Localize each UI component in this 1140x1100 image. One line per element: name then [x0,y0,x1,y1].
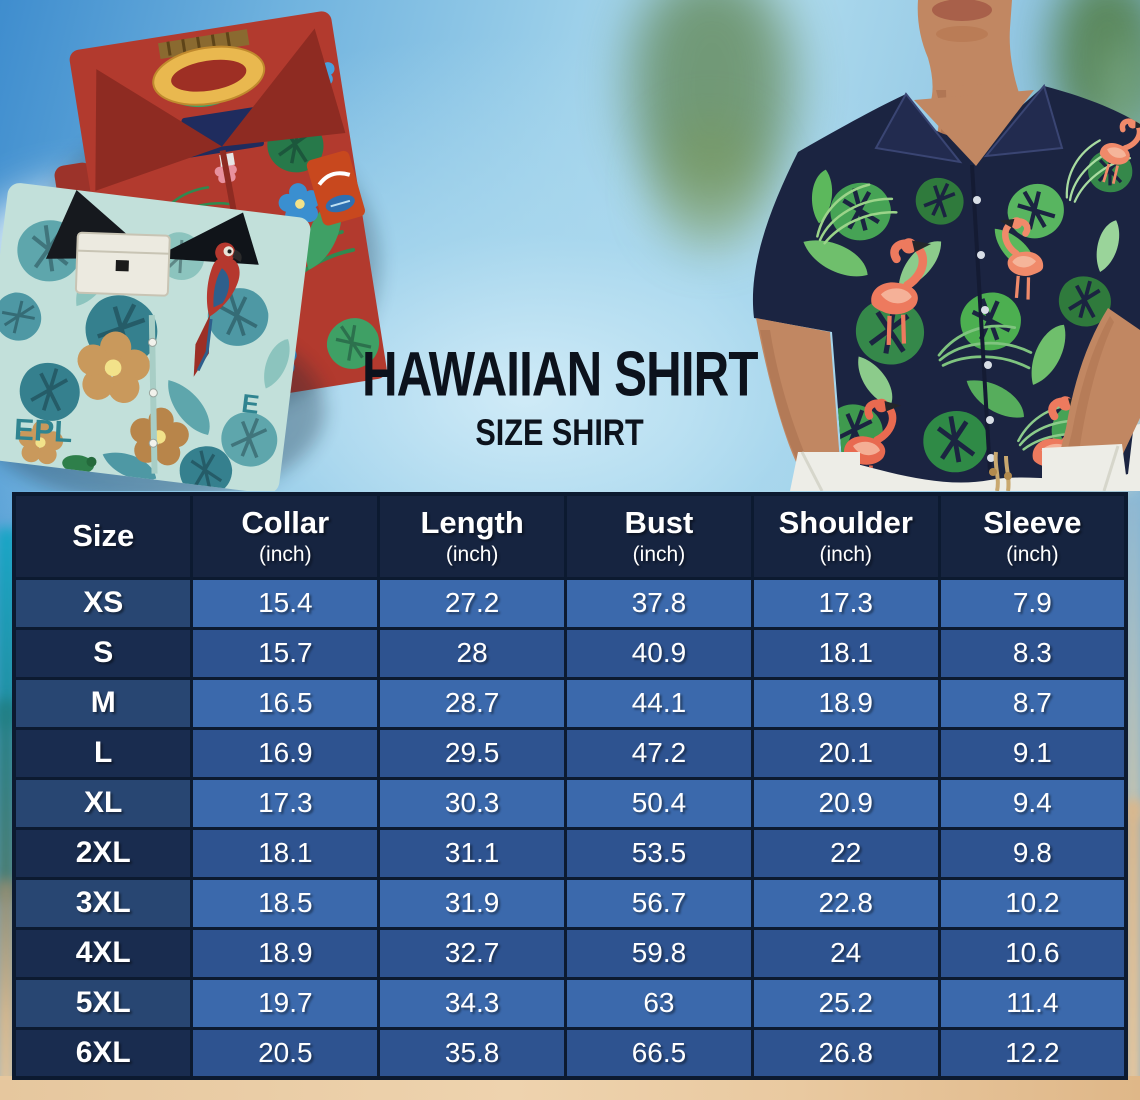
value-cell: 17.3 [190,776,381,830]
value-cell: 26.8 [750,1026,941,1080]
column-header-size: Size [12,492,194,580]
column-header-sleeve: Sleeve (inch) [937,492,1128,580]
collar-point [874,92,963,164]
value-cell: 63 [564,976,754,1030]
value-cell: 31.9 [377,876,568,930]
size-cell: XS [12,576,194,630]
collar-point [95,69,222,191]
value-cell: 8.3 [937,626,1128,680]
value-cell: 29.5 [377,726,568,780]
value-cell: 9.4 [937,776,1128,830]
pants-pocket [790,452,860,491]
value-cell: 40.9 [564,626,754,680]
table-row-m: M 16.5 28.7 44.1 18.9 8.7 [12,676,1128,730]
column-header-bust: Bust (inch) [564,492,754,580]
table-row-5xl: 5XL 19.7 34.3 63 25.2 11.4 [12,976,1128,1030]
column-header-collar: Collar (inch) [190,492,381,580]
size-cell: 4XL [12,926,194,980]
value-cell: 22 [750,826,941,880]
size-cell: 3XL [12,876,194,930]
value-cell: 50.4 [564,776,754,830]
value-cell: 7.9 [937,576,1128,630]
value-cell: 32.7 [377,926,568,980]
collar-point [221,28,346,147]
value-cell: 8.7 [937,676,1128,730]
value-cell: 20.5 [190,1026,381,1080]
table-row-s: S 15.7 28 40.9 18.1 8.3 [12,626,1128,680]
size-cell: 2XL [12,826,194,880]
value-cell: 18.1 [750,626,941,680]
value-cell: 20.9 [750,776,941,830]
page-subtitle: SIZE SHIRT [475,412,645,454]
value-cell: 22.8 [750,876,941,930]
value-cell: 28.7 [377,676,568,730]
value-cell: 16.9 [190,726,381,780]
value-cell: 18.9 [750,676,941,730]
value-cell: 27.2 [377,576,568,630]
value-cell: 47.2 [564,726,754,780]
value-cell: 9.8 [937,826,1128,880]
chest-skin [914,90,1034,166]
value-cell: 44.1 [564,676,754,730]
value-cell: 59.8 [564,926,754,980]
value-cell: 11.4 [937,976,1128,1030]
size-cell: M [12,676,194,730]
size-cell: 6XL [12,1026,194,1080]
table-row-3xl: 3XL 18.5 31.9 56.7 22.8 10.2 [12,876,1128,930]
model-arms [756,308,1140,479]
size-cell: L [12,726,194,780]
value-cell: 25.2 [750,976,941,1030]
chest-pocket [74,231,171,297]
folded-shirts-photo: EPL E [0,11,391,491]
table-row-2xl: 2XL 18.1 31.1 53.5 22 9.8 [12,826,1128,880]
value-cell: 15.4 [190,576,381,630]
value-cell: 12.2 [937,1026,1128,1080]
model-photo [752,0,1140,491]
size-cell: XL [12,776,194,830]
value-cell: 53.5 [564,826,754,880]
size-table-body: XS 15.4 27.2 37.8 17.3 7.9 S 15.7 28 40.9 18.1 8.3 M… [12,576,1128,1080]
column-header-length: Length (inch) [377,492,568,580]
value-cell: 56.7 [564,876,754,930]
table-row-l: L 16.9 29.5 47.2 20.1 9.1 [12,726,1128,780]
value-cell: 24 [750,926,941,980]
value-cell: 37.8 [564,576,754,630]
teal-hawaiian-shirt: EPL E [0,183,311,491]
title-block: HAWAIIAN SHIRT SIZE SHIRT [290,338,830,454]
collar-point [983,83,1064,158]
value-cell: 18.5 [190,876,381,930]
value-cell: 16.5 [190,676,381,730]
table-row-xl: XL 17.3 30.3 50.4 20.9 9.4 [12,776,1128,830]
value-cell: 9.1 [937,726,1128,780]
value-cell: 10.2 [937,876,1128,930]
value-cell: 20.1 [750,726,941,780]
value-cell: 15.7 [190,626,381,680]
table-row-4xl: 4XL 18.9 32.7 59.8 24 10.6 [12,926,1128,980]
value-cell: 19.7 [190,976,381,1030]
table-row-xs: XS 15.4 27.2 37.8 17.3 7.9 [12,576,1128,630]
page-title: HAWAIIAN SHIRT [362,338,758,409]
size-table-header-row: Size Collar (inch) Length (inch) Bust (inch) Sh… [12,492,1128,580]
brand-patch [306,150,365,226]
value-cell: 66.5 [564,1026,754,1080]
value-cell: 34.3 [377,976,568,1030]
value-cell: 10.6 [937,926,1128,980]
parrot-print [193,242,242,377]
value-cell: 35.8 [377,1026,568,1080]
svg-text:EPL: EPL [13,413,73,449]
value-cell: 28 [377,626,568,680]
value-cell: 18.1 [190,826,381,880]
value-cell: 30.3 [377,776,568,830]
size-cell: S [12,626,194,680]
size-cell: 5XL [12,976,194,1030]
svg-text:E: E [240,388,261,420]
value-cell: 17.3 [750,576,941,630]
column-header-shoulder: Shoulder (inch) [750,492,941,580]
table-row-6xl: 6XL 20.5 35.8 66.5 26.8 12.2 [12,1026,1128,1080]
size-table: Size Collar (inch) Length (inch) Bust (inch) Sh… [12,492,1128,1080]
value-cell: 18.9 [190,926,381,980]
value-cell: 31.1 [377,826,568,880]
